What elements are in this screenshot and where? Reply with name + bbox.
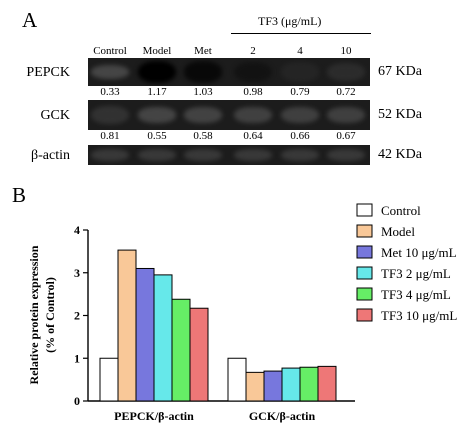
quant-value: 0.55: [147, 130, 167, 142]
bar: [135, 267, 155, 402]
legend-swatch: [356, 245, 373, 259]
legend-label: TF3 4 μg/mL: [381, 287, 451, 302]
bar: [317, 365, 337, 402]
blot-band: [138, 107, 176, 123]
quant-value: 0.79: [290, 86, 310, 98]
quant-value: 0.81: [100, 130, 120, 142]
legend-label: TF3 10 μg/mL: [381, 308, 457, 323]
legend-swatch: [356, 203, 373, 217]
y-tick-label: 1: [74, 351, 80, 365]
blot-band: [91, 65, 129, 79]
x-category-label: PEPCK/β-actin: [114, 409, 194, 423]
bar: [299, 366, 319, 402]
panel-b-letter: B: [12, 183, 27, 207]
bar: [153, 274, 173, 402]
x-category-label: GCK/β-actin: [249, 409, 316, 423]
quant-value: 0.64: [243, 130, 263, 142]
bar: [281, 367, 301, 402]
y-tick-label: 3: [74, 266, 80, 280]
legend-label: Met 10 μg/mL: [381, 245, 457, 260]
blot-band: [281, 149, 319, 161]
y-tick-label: 0: [74, 394, 80, 408]
kda-beta-actin: 42 KDa: [378, 147, 422, 162]
quant-value: 0.66: [290, 130, 310, 142]
y-tick-label: 2: [74, 309, 80, 323]
quant-value: 0.98: [243, 86, 263, 98]
bar: [263, 370, 283, 402]
blot-band: [184, 149, 222, 161]
quant-value: 1.17: [147, 86, 167, 98]
treatment-header-line: [231, 33, 371, 34]
legend-label: TF3 2 μg/mL: [381, 266, 451, 281]
blot-band: [327, 106, 365, 124]
bar: [171, 298, 191, 402]
quant-value: 0.58: [193, 130, 213, 142]
bar: [245, 371, 265, 402]
blot-band: [91, 149, 129, 161]
blot-strip-pepck: [88, 58, 370, 86]
panel-a-letter: A: [22, 8, 38, 32]
quant-value: 0.72: [336, 86, 356, 98]
row-label-gck: GCK: [40, 108, 70, 123]
blot-band: [281, 62, 319, 82]
bar: [189, 307, 209, 402]
blot-band: [184, 107, 222, 123]
quant-value: 0.33: [100, 86, 120, 98]
lane-label-model: Model: [142, 45, 172, 57]
y-tick-label: 4: [74, 223, 80, 237]
treatment-header: TF3 (μg/mL): [258, 14, 322, 28]
quant-value: 1.03: [193, 86, 213, 98]
row-label-pepck: PEPCK: [26, 65, 70, 80]
blot-band: [327, 62, 365, 82]
kda-gck: 52 KDa: [378, 107, 422, 122]
legend-swatch: [356, 287, 373, 301]
bar: [117, 249, 137, 402]
blot-band: [138, 60, 176, 84]
blot-band: [91, 105, 129, 125]
quant-value: 0.67: [336, 130, 356, 142]
legend-label: Control: [381, 203, 421, 218]
legend-swatch: [356, 224, 373, 238]
legend-label: Model: [381, 224, 415, 239]
y-axis-label: Relative protein expression: [27, 245, 41, 384]
blot-band: [184, 61, 222, 83]
lane-label-tf3-10: 10: [340, 45, 352, 57]
lane-label-tf3-4: 4: [297, 45, 303, 57]
blot-band: [327, 149, 365, 161]
bar: [99, 357, 119, 402]
legend-swatch: [356, 308, 373, 322]
blot-band: [281, 106, 319, 124]
legend-swatch: [356, 266, 373, 280]
blot-band: [138, 149, 176, 161]
lane-label-tf3-2: 2: [250, 45, 256, 57]
blot-strip-gck: [88, 100, 370, 130]
blot-strip-beta-actin: [88, 145, 370, 165]
blot-band: [234, 106, 272, 124]
lane-label-met: Met: [194, 45, 212, 57]
blot-band: [234, 149, 272, 161]
y-axis-label: (% of Control): [43, 277, 57, 353]
lane-label-control: Control: [93, 45, 127, 57]
kda-pepck: 67 KDa: [378, 64, 422, 79]
row-label-beta-actin: β-actin: [31, 148, 70, 163]
bar: [227, 357, 247, 402]
blot-band: [234, 61, 272, 83]
